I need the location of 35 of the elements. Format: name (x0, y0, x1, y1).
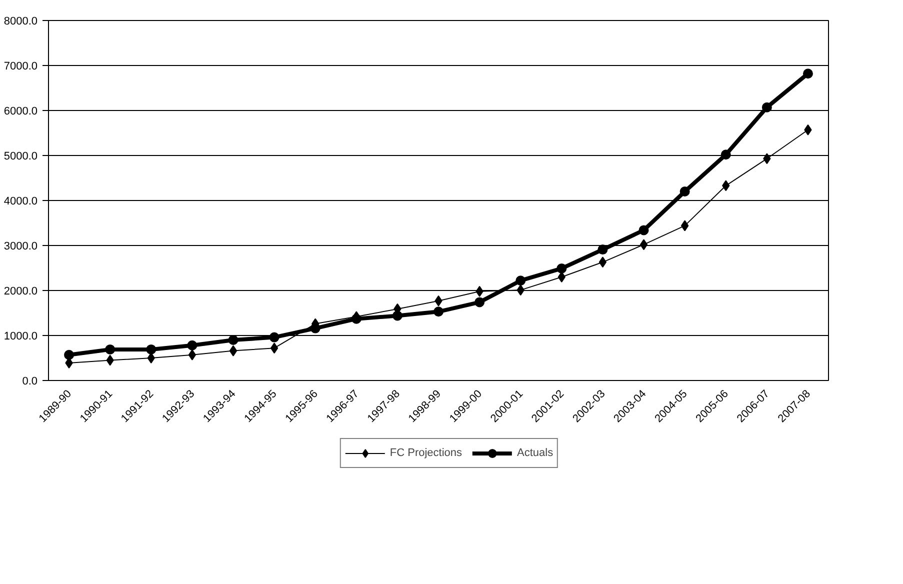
y-tick-label: 4000.0 (4, 196, 38, 208)
legend-label: Actuals (517, 447, 554, 459)
point (434, 306, 444, 317)
point (146, 344, 156, 354)
point (556, 263, 567, 274)
point (228, 335, 238, 345)
point (64, 350, 74, 360)
point (558, 272, 566, 282)
point (802, 68, 813, 79)
y-tick-label: 8000.0 (4, 16, 38, 28)
point (474, 297, 485, 308)
y-tick-label: 2000.0 (4, 286, 38, 298)
y-tick-label: 6000.0 (4, 106, 38, 118)
legend-label: FC Projections (390, 447, 462, 459)
point (269, 332, 280, 342)
point (270, 342, 278, 354)
point (147, 352, 155, 364)
y-tick-label: 7000.0 (4, 60, 38, 72)
point (598, 244, 608, 255)
point (188, 349, 196, 360)
point (762, 102, 772, 112)
y-tick-label: 0.0 (22, 376, 38, 388)
point (187, 340, 198, 350)
y-tick-label: 3000.0 (4, 240, 38, 252)
y-tick-label: 5000.0 (4, 150, 38, 162)
y-tick-label: 1000.0 (4, 330, 38, 342)
point (229, 345, 238, 356)
point (638, 225, 649, 236)
point (680, 186, 690, 196)
point (105, 344, 116, 354)
point (598, 256, 607, 268)
point (516, 276, 526, 286)
point (640, 239, 648, 250)
point (680, 220, 689, 232)
point (720, 150, 731, 160)
